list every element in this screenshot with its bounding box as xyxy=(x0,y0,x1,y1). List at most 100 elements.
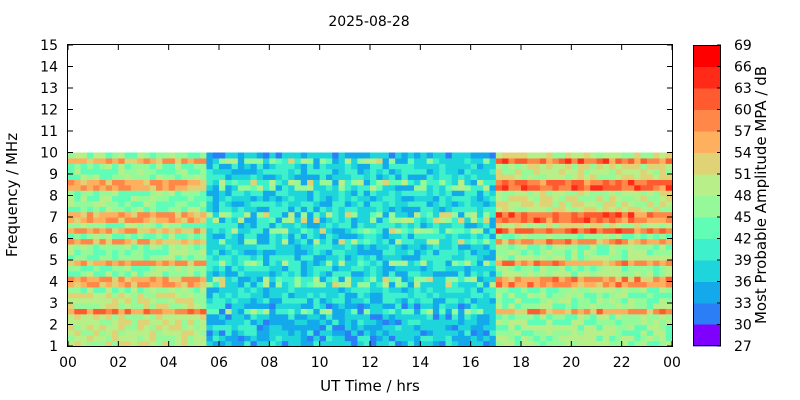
heatmap-cell xyxy=(124,292,132,299)
heatmap-cell xyxy=(307,313,314,320)
heatmap-cell xyxy=(219,276,226,283)
heatmap-cell xyxy=(112,179,119,186)
heatmap-cell xyxy=(414,276,421,283)
heatmap-cell xyxy=(508,217,516,223)
heatmap-cell xyxy=(577,281,585,288)
heatmap-cell xyxy=(665,329,673,336)
heatmap-cell xyxy=(596,340,604,347)
heatmap-cell xyxy=(508,329,516,336)
heatmap-cell xyxy=(256,168,264,175)
heatmap-cell xyxy=(407,152,415,159)
heatmap-cell xyxy=(527,206,535,213)
heatmap-cell xyxy=(571,308,579,315)
heatmap-cell xyxy=(583,227,591,234)
heatmap-cell xyxy=(476,217,484,223)
heatmap-cell xyxy=(86,179,94,186)
heatmap-cell xyxy=(451,292,459,299)
heatmap-cell xyxy=(552,195,560,202)
heatmap-cell xyxy=(376,303,384,309)
heatmap-cell xyxy=(338,249,346,256)
heatmap-cell xyxy=(602,195,610,202)
heatmap-cell xyxy=(583,335,591,342)
heatmap-cell xyxy=(275,200,283,207)
heatmap-cell xyxy=(577,190,585,197)
heatmap-cell xyxy=(300,297,308,304)
heatmap-cell xyxy=(256,297,264,304)
heatmap-cell xyxy=(514,303,522,309)
heatmap-cell xyxy=(489,281,497,288)
heatmap-cell xyxy=(577,168,585,175)
heatmap-cell xyxy=(256,254,264,261)
heatmap-cell xyxy=(294,281,302,288)
heatmap-cell xyxy=(414,190,421,197)
heatmap-cell xyxy=(476,243,484,250)
heatmap-cell xyxy=(231,297,239,304)
heatmap-cell xyxy=(458,319,465,326)
heatmap-cell xyxy=(634,303,642,309)
heatmap-cell xyxy=(426,254,434,261)
heatmap-cell xyxy=(590,217,598,223)
heatmap-cell xyxy=(665,163,673,170)
heatmap-cell xyxy=(420,206,428,213)
heatmap-cell xyxy=(659,157,667,164)
heatmap-cell xyxy=(319,195,327,202)
heatmap-cell xyxy=(464,157,472,164)
heatmap-cell xyxy=(533,292,541,299)
heatmap-cell xyxy=(602,313,610,320)
heatmap-cell xyxy=(319,184,327,191)
heatmap-cell xyxy=(263,276,270,283)
heatmap-cell xyxy=(495,270,503,277)
heatmap-cell xyxy=(388,227,396,234)
heatmap-cell xyxy=(476,200,484,207)
heatmap-cell xyxy=(212,152,220,159)
heatmap-cell xyxy=(281,168,289,175)
heatmap-cell xyxy=(143,292,151,299)
heatmap-cell xyxy=(137,222,145,229)
heatmap-cell xyxy=(539,276,547,283)
heatmap-cell xyxy=(363,297,371,304)
heatmap-cell xyxy=(124,303,132,309)
heatmap-cell xyxy=(225,163,233,170)
heatmap-cell xyxy=(420,335,428,342)
heatmap-cell xyxy=(288,265,296,272)
heatmap-cell xyxy=(445,179,453,186)
heatmap-cell xyxy=(332,157,340,164)
heatmap-cell xyxy=(388,195,396,202)
heatmap-cell xyxy=(439,297,447,304)
heatmap-cell xyxy=(112,163,119,170)
heatmap-cell xyxy=(458,227,465,234)
heatmap-cell xyxy=(231,329,239,336)
heatmap-cell xyxy=(407,233,415,240)
heatmap-cell xyxy=(332,335,340,342)
heatmap-cell xyxy=(521,184,528,191)
heatmap-cell xyxy=(281,243,289,250)
heatmap-cell xyxy=(244,233,252,240)
heatmap-cell xyxy=(363,174,371,180)
heatmap-cell xyxy=(596,174,604,180)
heatmap-cell xyxy=(225,184,233,191)
heatmap-cell xyxy=(602,324,610,331)
heatmap-cell xyxy=(439,206,447,213)
heatmap-cell xyxy=(256,222,264,229)
heatmap-cell xyxy=(206,200,214,207)
heatmap-cell xyxy=(156,265,163,272)
heatmap-cell xyxy=(237,233,245,240)
heatmap-cell xyxy=(508,222,516,229)
heatmap-cell xyxy=(401,270,409,277)
heatmap-cell xyxy=(539,211,547,218)
heatmap-cell xyxy=(451,260,459,266)
heatmap-cell xyxy=(495,179,503,186)
heatmap-cell xyxy=(124,238,132,245)
heatmap-cell xyxy=(294,308,302,315)
x-axis: 00 02 04 06 08 10 12 14 16 18 20 22 00 xyxy=(59,45,681,371)
heatmap-cell xyxy=(376,179,384,186)
heatmap-cell xyxy=(105,249,113,256)
heatmap-cell xyxy=(357,152,365,159)
heatmap-cell xyxy=(149,233,157,240)
heatmap-cell xyxy=(590,276,598,283)
heatmap-cell xyxy=(602,179,610,186)
heatmap-cell xyxy=(187,152,195,159)
x-tick-label: 20 xyxy=(562,355,580,371)
heatmap-cell xyxy=(583,340,591,347)
heatmap-cell xyxy=(105,195,113,202)
